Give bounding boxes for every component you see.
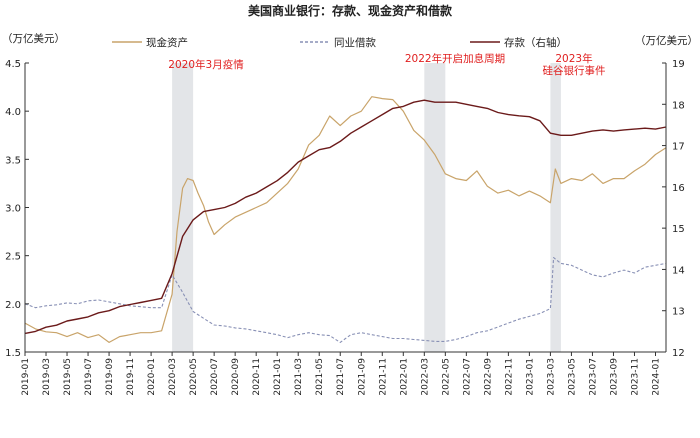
left-tick-label-4: 3.5 [5, 155, 21, 166]
x-tick-label-16: 2021-09 [357, 358, 367, 396]
x-tick-label-2: 2019-05 [63, 358, 73, 396]
x-tick-label-0: 2019-01 [21, 358, 31, 396]
annotation-3-line-2: 硅谷银行事件 [543, 64, 606, 77]
x-tick-label-8: 2020-05 [189, 358, 199, 396]
x-tick-label-19: 2022-03 [420, 358, 430, 396]
right-tick-label-5: 17 [672, 142, 685, 153]
x-tick-label-23: 2022-11 [504, 358, 514, 396]
right-tick-label-7: 19 [672, 59, 685, 70]
right-tick-label-2: 14 [672, 265, 685, 276]
x-tick-label-11: 2020-11 [252, 358, 262, 396]
x-tick-label-22: 2022-09 [483, 358, 493, 396]
x-tick-label-25: 2023-03 [546, 358, 556, 396]
chart-title: 美国商业银行：存款、现金资产和借款 [248, 3, 453, 18]
annotation-2: 2022年开启加息周期 [405, 52, 505, 65]
left-axis-unit: （万亿美元） [2, 32, 65, 45]
x-tick-label-1: 2019-03 [42, 358, 52, 396]
x-tick-label-6: 2020-01 [147, 358, 157, 396]
series-layer [24, 96, 667, 343]
annotation-1: 2020年3月疫情 [168, 58, 244, 71]
right-tick-label-0: 12 [672, 348, 685, 359]
left-tick-label-2: 2.5 [5, 252, 21, 263]
shaded-period-3 [550, 63, 561, 352]
x-tick-label-5: 2019-11 [126, 358, 136, 396]
series-line-3 [24, 99, 667, 335]
x-tick-label-26: 2023-05 [567, 358, 577, 396]
right-axis-unit: （万亿美元） [635, 34, 698, 47]
axes: 1.5 2.0 2.5 3.0 3.5 4.0 4.5 12 13 14 15 16 17 18 19 201… [5, 59, 685, 396]
annotation-3-line-1: 2023年 [555, 52, 592, 65]
legend-item-1: 现金资产 [112, 36, 188, 49]
x-tick-label-15: 2021-07 [336, 358, 346, 396]
right-tick-label-3: 15 [672, 224, 685, 235]
left-tick-label-5: 4.0 [5, 107, 21, 118]
left-tick-label-0: 1.5 [5, 348, 21, 359]
legend: 现金资产 同业借款 存款（右轴） [112, 36, 567, 49]
left-tick-label-3: 3.0 [5, 204, 21, 215]
right-tick-label-6: 18 [672, 100, 685, 111]
x-tick-label-29: 2023-11 [630, 358, 640, 396]
right-tick-label-1: 13 [672, 307, 685, 318]
x-tick-label-20: 2022-05 [441, 358, 451, 396]
x-tick-label-21: 2022-07 [462, 358, 472, 396]
x-tick-label-30: 2024-01 [651, 358, 661, 396]
left-tick-label-6: 4.5 [5, 59, 21, 70]
x-tick-label-13: 2021-03 [294, 358, 304, 396]
series-line-2 [24, 257, 667, 343]
right-tick-label-4: 16 [672, 183, 685, 194]
left-tick-label-1: 2.0 [5, 300, 21, 311]
legend-label-1: 现金资产 [146, 36, 188, 49]
shaded-period-1 [172, 63, 194, 352]
legend-label-2: 同业借款 [334, 36, 376, 49]
legend-item-3: 存款（右轴） [470, 36, 567, 49]
shaded-period-2 [424, 63, 446, 352]
series-line-1 [24, 96, 667, 343]
legend-item-2: 同业借款 [300, 36, 376, 49]
x-tick-label-28: 2023-09 [609, 358, 619, 396]
x-tick-label-4: 2019-09 [105, 358, 115, 396]
x-tick-label-12: 2021-01 [273, 358, 283, 396]
x-tick-label-10: 2020-09 [231, 358, 241, 396]
x-tick-label-3: 2019-07 [84, 358, 94, 396]
x-tick-label-24: 2023-01 [525, 358, 535, 396]
x-tick-label-17: 2021-11 [378, 358, 388, 396]
x-tick-label-9: 2020-07 [210, 358, 220, 396]
x-tick-label-18: 2022-01 [399, 358, 409, 396]
x-tick-label-7: 2020-03 [168, 358, 178, 396]
shaded-periods [172, 63, 561, 352]
legend-label-3: 存款（右轴） [504, 36, 567, 49]
x-tick-label-14: 2021-05 [315, 358, 325, 396]
x-tick-label-27: 2023-07 [588, 358, 598, 396]
